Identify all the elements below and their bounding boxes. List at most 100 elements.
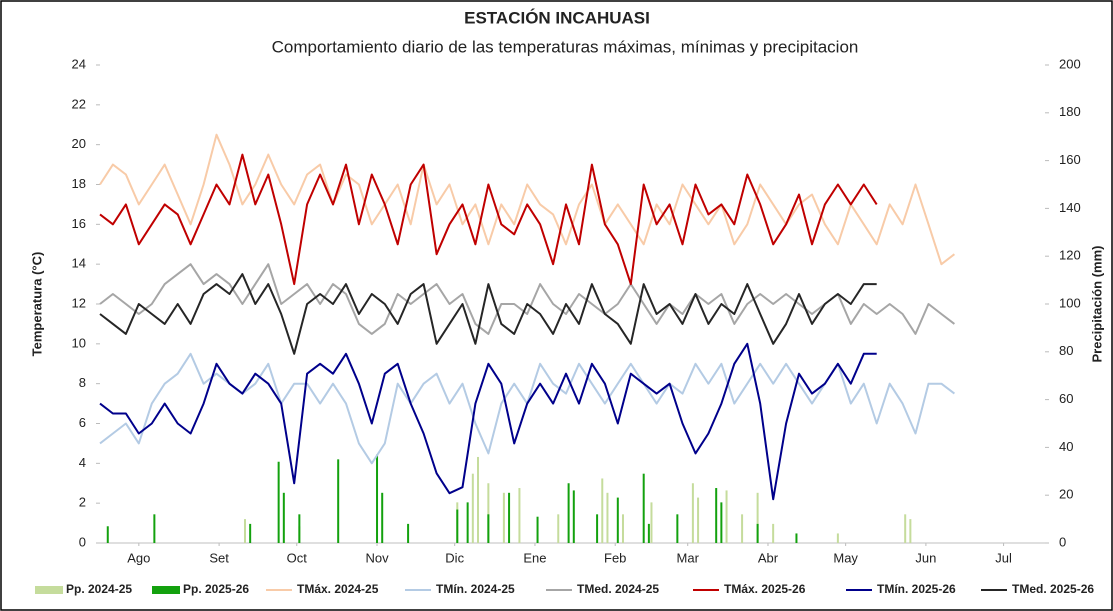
precip-bar	[487, 483, 490, 543]
temp-line	[99, 133, 956, 266]
precip-bar	[836, 533, 839, 543]
y2-tick-label: 60	[1059, 391, 1073, 406]
legend-label: TMed. 2024-25	[577, 582, 659, 596]
precip-bar	[536, 516, 539, 543]
precip-bar	[298, 514, 301, 543]
x-tick-label: May	[833, 550, 858, 565]
precip-bar	[153, 514, 156, 543]
precip-bar	[106, 526, 109, 543]
precip-bar	[508, 492, 511, 543]
y2-tick-label: 0	[1059, 534, 1066, 549]
y-tick-label: 18	[72, 176, 86, 191]
precip-bar	[795, 533, 798, 543]
x-tick-label: Abr	[758, 550, 779, 565]
legend-label: TMín. 2024-25	[436, 582, 515, 596]
precip-bar	[557, 514, 560, 543]
y-tick-label: 4	[79, 455, 86, 470]
y-tick-label: 22	[72, 96, 86, 111]
precip-bar	[772, 523, 775, 543]
x-tick-label: Ene	[523, 550, 546, 565]
legend-swatch	[35, 586, 63, 594]
precip-bar	[725, 490, 728, 543]
precip-bar	[407, 523, 410, 543]
precip-bar	[741, 514, 744, 543]
chart-title: ESTACIÓN INCAHUASI	[464, 8, 650, 27]
precip-bar	[904, 514, 907, 543]
precip-bar	[756, 523, 759, 543]
precip-bar	[676, 514, 679, 543]
y2-tick-label: 40	[1059, 439, 1073, 454]
precip-bar	[249, 523, 252, 543]
precip-bar	[471, 473, 474, 543]
precip-bar	[477, 456, 479, 543]
legend-label: TMáx. 2025-26	[724, 582, 806, 596]
precip-bar	[502, 492, 505, 543]
y-tick-label: 0	[79, 534, 86, 549]
legend-swatch	[152, 586, 180, 594]
precip-bar	[621, 514, 624, 543]
legend-label: Pp. 2024-25	[66, 582, 132, 596]
x-tick-label: Set	[209, 550, 229, 565]
precip-bar	[691, 483, 694, 543]
x-tick-label: Nov	[365, 550, 389, 565]
precip-bar	[456, 509, 459, 543]
precip-bar	[715, 488, 718, 543]
precip-bar	[642, 473, 645, 543]
x-tick-label: Dic	[445, 550, 464, 565]
precip-bar	[282, 492, 285, 543]
y-tick-label: 14	[72, 256, 86, 271]
y-tick-label: 8	[79, 375, 86, 390]
y2-tick-label: 20	[1059, 487, 1073, 502]
precip-bar	[277, 461, 280, 543]
precip-bar	[243, 519, 246, 543]
y2-tick-label: 200	[1059, 56, 1081, 71]
x-tick-label: Oct	[287, 550, 308, 565]
precip-bar	[720, 502, 723, 543]
y-axis-label: Temperatura (°C)	[29, 252, 44, 357]
precip-bar	[647, 523, 650, 543]
precip-bar	[650, 502, 653, 543]
precip-bar	[616, 497, 619, 543]
x-tick-label: Jun	[915, 550, 936, 565]
precip-bar	[567, 483, 570, 543]
y2-tick-label: 100	[1059, 295, 1081, 310]
legend-label: Pp. 2025-26	[183, 582, 249, 596]
precip-bar	[596, 514, 599, 543]
y-tick-label: 2	[79, 495, 86, 510]
legend-label: TMáx. 2024-25	[297, 582, 379, 596]
x-tick-label: Jul	[995, 550, 1012, 565]
y-tick-label: 6	[79, 415, 86, 430]
y2-tick-label: 160	[1059, 152, 1081, 167]
precip-bar	[697, 497, 700, 543]
precip-bar	[756, 492, 759, 543]
y-tick-label: 24	[72, 56, 86, 71]
precip-bar	[381, 492, 384, 543]
y2-tick-label: 120	[1059, 248, 1081, 263]
precip-bar	[572, 490, 575, 543]
y2-tick-label: 180	[1059, 104, 1081, 119]
y2-tick-label: 140	[1059, 200, 1081, 215]
y2-tick-label: 80	[1059, 343, 1073, 358]
temp-line	[99, 153, 878, 286]
legend-label: TMed. 2025-26	[1012, 582, 1094, 596]
precip-bar	[466, 502, 469, 543]
temp-line	[99, 263, 956, 335]
precip-bar	[518, 488, 521, 543]
precip-bar	[606, 492, 609, 543]
x-tick-label: Feb	[604, 550, 626, 565]
y-tick-label: 12	[72, 295, 86, 310]
chart-subtitle: Comportamiento diario de las temperatura…	[272, 37, 859, 56]
y-tick-label: 10	[72, 335, 86, 350]
temp-line	[99, 342, 877, 501]
legend-label: TMín. 2025-26	[877, 582, 956, 596]
precip-bar	[376, 454, 379, 543]
x-tick-label: Mar	[677, 550, 700, 565]
precip-bar	[601, 478, 604, 543]
y2-axis-label: Precipitación (mm)	[1089, 245, 1104, 362]
precip-bar	[909, 519, 912, 543]
x-tick-label: Ago	[127, 550, 150, 565]
temp-line	[99, 273, 877, 355]
y-tick-label: 20	[72, 136, 86, 151]
y-tick-label: 16	[72, 216, 86, 231]
